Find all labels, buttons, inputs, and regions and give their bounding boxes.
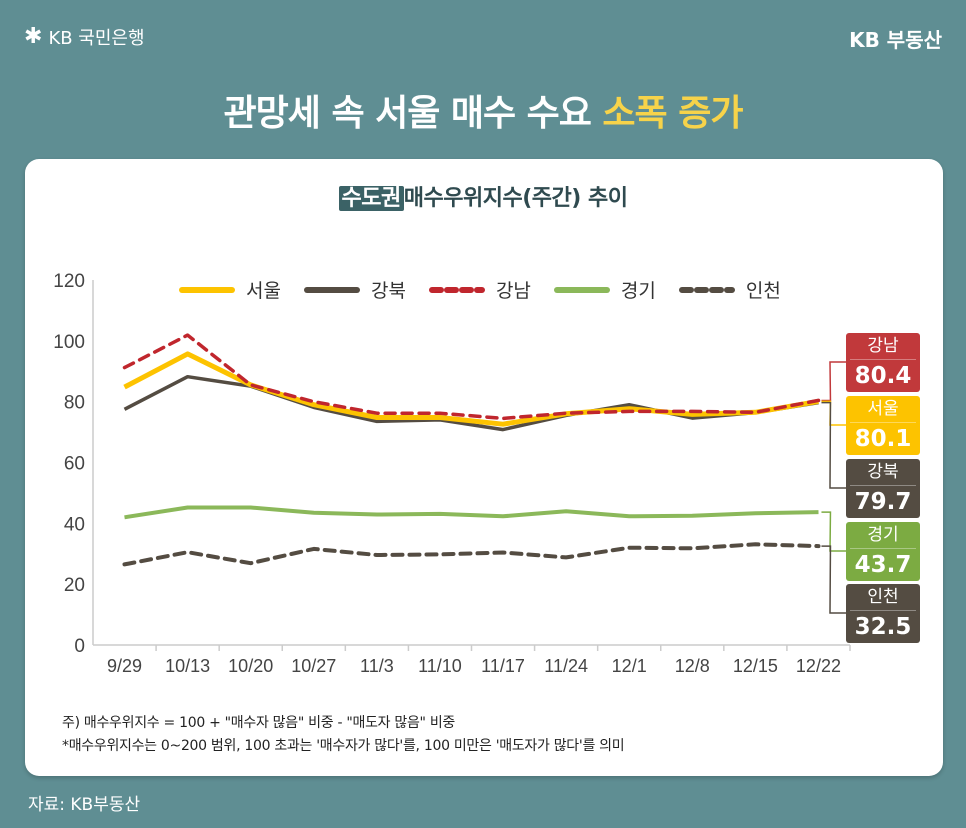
x-tick-label: 10/20 [228,656,273,676]
legend-swatch [553,286,610,293]
y-tick-label: 20 [64,575,85,596]
leader-line [821,361,846,402]
headline-highlight: 소폭 증가 [602,93,743,134]
x-tick-label: 12/1 [612,656,647,676]
x-tick-label: 12/15 [733,656,778,676]
end-label-value: 43.7 [854,552,912,578]
end-value-label: 강북 79.7 [846,459,920,518]
end-value-label: 인천 32.5 [846,584,920,643]
legend-swatch [179,286,235,293]
end-label-value: 79.7 [854,489,912,515]
series-line-4 [122,542,821,567]
end-label-name: 강북 [850,459,916,486]
series-line-3 [124,505,819,520]
series-line-2 [122,333,821,421]
legend-item: 서울 [178,276,281,303]
legend-label: 인천 [745,280,781,302]
x-tick-label: 11/3 [360,656,394,676]
footnote-range: *매수우위지수는 0~200 범위, 100 초과는 '매수자가 많다'를, 1… [62,738,625,754]
headline: 관망세 속 서울 매수 수요 소폭 증가 [0,84,966,136]
bank-logo-text: KB 국민은행 [48,28,145,49]
source: 자료: KB부동산 [28,795,141,815]
x-tick-label: 9/29 [107,656,142,676]
end-label-name: 강남 [850,333,916,360]
end-value-label: 경기 43.7 [846,522,920,581]
legend-item: 강남 [428,276,531,303]
end-label-name: 경기 [850,522,916,549]
y-tick-label: 100 [53,332,85,353]
legend-label: 강북 [370,280,406,302]
end-label-value: 80.4 [854,363,912,389]
end-label-name: 서울 [850,396,916,423]
chart-title: 수도권 매수우위지수(주간) 추이 [0,180,966,212]
leader-line [821,401,846,489]
end-label-value: 32.5 [854,614,912,640]
legend-label: 강남 [495,280,531,302]
y-tick-label: 40 [64,514,85,535]
kb-kookmin-bank-logo: ✱ KB 국민은행 [24,24,145,50]
y-tick-label: 120 [53,271,85,292]
x-tick-label: 10/27 [291,656,336,676]
legend-swatch [303,286,360,293]
series-line-0 [123,351,819,427]
end-value-label: 강남 80.4 [846,333,920,392]
end-value-label: 서울 80.1 [846,396,920,455]
legend-label: 경기 [620,280,656,302]
leader-line [821,400,846,426]
end-label-name: 인천 [850,584,916,611]
footnote-formula: 주) 매수우위지수 = 100 + "매수자 많음" 비중 - "매도자 많음"… [62,715,455,731]
end-label-value: 80.1 [854,426,912,452]
legend-label: 서울 [246,280,281,302]
legend-item: 인천 [678,276,781,303]
leader-line [821,545,846,614]
y-tick-label: 0 [74,636,85,657]
legend-swatch [678,286,735,293]
legend-swatch [428,286,485,293]
chart-title-text: 매수우위지수(주간) 추이 [403,186,628,211]
x-tick-label: 11/10 [418,656,462,676]
headline-main: 관망세 속 서울 매수 수요 [223,93,603,134]
y-tick-label: 60 [64,454,85,475]
x-tick-label: 12/22 [796,656,841,676]
series-line-1 [123,374,819,432]
leader-line [821,511,846,552]
x-tick-label: 11/24 [544,656,588,676]
x-tick-label: 12/8 [675,656,710,676]
chart-title-tag: 수도권 [338,186,404,211]
x-tick-label: 11/17 [481,656,525,676]
kb-real-estate-logo: KB 부동산 [849,28,942,52]
y-tick-label: 80 [64,393,85,414]
chart-card [25,159,943,776]
kb-star-icon: ✱ [24,24,43,49]
legend-item: 강북 [303,276,406,303]
legend-item: 경기 [553,276,656,303]
x-tick-label: 10/13 [165,656,210,676]
legend: 서울 강북 강남 경기 인천 [178,276,781,303]
